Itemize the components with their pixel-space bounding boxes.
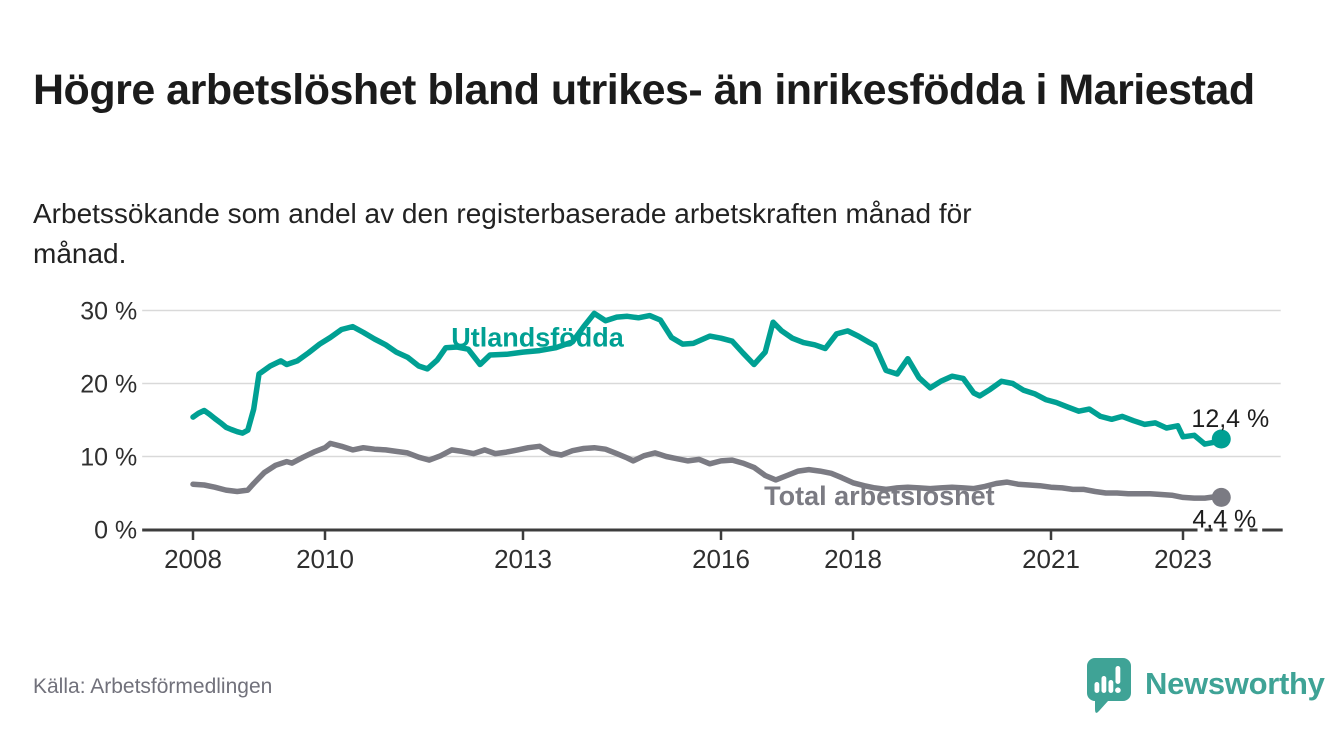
end-value-label-utlandsfodda: 12,4 % (1191, 405, 1269, 433)
x-axis-tick-label: 2016 (692, 544, 750, 574)
chart-subtitle: Arbetssökande som andel av den registerb… (33, 198, 972, 270)
end-dot-total (1211, 487, 1231, 507)
end-dot-utlandsfodda (1211, 429, 1231, 449)
newsworthy-branding: Newsworthy (1084, 654, 1325, 714)
page-title: Högre arbetslöshet bland utrikes- än inr… (33, 65, 1255, 114)
x-axis-tick-label: 2021 (1022, 544, 1080, 574)
series-line-utlandsfodda (190, 310, 1225, 447)
logo-bar-3 (1108, 680, 1114, 693)
x-axis-tick-label: 2023 (1154, 544, 1212, 574)
brand-name: Newsworthy (1145, 666, 1325, 701)
logo-exclamation-dot (1115, 687, 1121, 693)
x-axis-tick-label: 2008 (164, 544, 222, 574)
logo-exclamation-bar (1115, 666, 1121, 684)
logo-bar-1 (1094, 682, 1100, 693)
series-label-utlandsfodda: Utlandsfödda (451, 323, 624, 353)
x-axis-tick-label: 2013 (494, 544, 552, 574)
series-label-total: Total arbetslöshet (764, 481, 995, 511)
x-axis-tick-label: 2018 (824, 544, 882, 574)
source-caption: Källa: Arbetsförmedlingen (33, 675, 273, 698)
x-axis-tick-label: 2010 (296, 544, 354, 574)
end-value-label-total: 4,4 % (1192, 505, 1256, 533)
y-axis-tick-label: 30 % (80, 298, 137, 326)
series-line-total (190, 440, 1225, 501)
y-axis-tick-label: 0 % (94, 517, 137, 545)
y-axis-tick-label: 10 % (80, 444, 137, 472)
newsworthy-logo-icon (1087, 658, 1131, 713)
y-axis-tick-label: 20 % (80, 371, 137, 399)
logo-bar-2 (1101, 676, 1107, 693)
